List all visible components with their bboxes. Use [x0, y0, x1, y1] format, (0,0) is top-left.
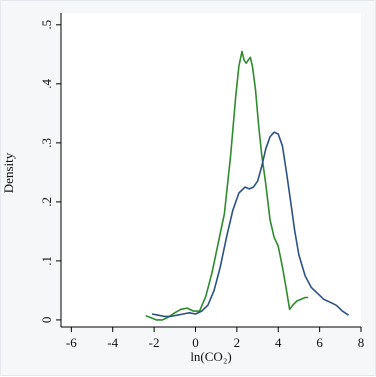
x-axis-ticks: -6 -4 -2 0 2 4 6 8 [66, 327, 364, 350]
y-tick-label: .2 [39, 197, 54, 207]
x-axis-title: ln(CO₂) [190, 349, 231, 364]
x-tick-label: -4 [107, 335, 118, 350]
y-axis-title: Density [1, 152, 16, 193]
x-tick-label: -6 [66, 335, 77, 350]
series-line-2 [151, 131, 350, 318]
x-tick-label: 2 [234, 335, 241, 350]
y-tick-label: .1 [39, 256, 54, 266]
y-tick-label: .4 [39, 78, 54, 88]
y-tick-label: .5 [39, 20, 54, 30]
series-lines [145, 50, 350, 321]
y-tick-label: 0 [39, 317, 54, 324]
plot-area [61, 13, 361, 327]
y-tick-label: .3 [39, 138, 54, 148]
x-tick-label: 6 [316, 335, 323, 350]
y-axis-ticks: 0 .1 .2 .3 .4 .5 [39, 20, 61, 323]
series-line-1 [145, 50, 309, 321]
x-tick-label: -2 [149, 335, 160, 350]
x-tick-label: 4 [275, 335, 282, 350]
x-tick-label: 8 [358, 335, 365, 350]
x-tick-label: 0 [192, 335, 199, 350]
